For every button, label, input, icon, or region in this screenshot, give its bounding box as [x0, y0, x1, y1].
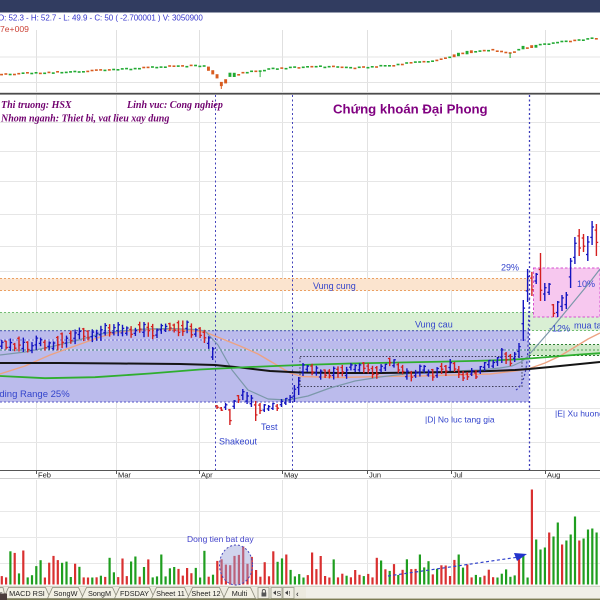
svg-text:mua tai day: mua tai day	[574, 321, 600, 331]
svg-text:SongW: SongW	[54, 589, 78, 598]
svg-text:Aug: Aug	[547, 471, 560, 480]
svg-text:Apr: Apr	[201, 471, 213, 480]
svg-text:FDSDAY: FDSDAY	[120, 589, 149, 598]
svg-text:!: !	[289, 591, 291, 598]
svg-text:Linh vuc: Cong nghiep: Linh vuc: Cong nghiep	[126, 100, 223, 111]
svg-text:May: May	[284, 471, 298, 480]
svg-text:O: 52.3 - H: 52.7 - L: 49.9 -: O: 52.3 - H: 52.7 - L: 49.9 - C: 50 ( -2…	[0, 14, 203, 23]
svg-text:Mar: Mar	[118, 471, 131, 480]
svg-text:Jun: Jun	[369, 471, 381, 480]
svg-text:10%: 10%	[577, 279, 595, 289]
svg-text:|D| No luc tang gia: |D| No luc tang gia	[425, 415, 495, 425]
svg-text:Multi: Multi	[232, 589, 248, 598]
svg-text:|E| Xu huong tang: |E| Xu huong tang	[555, 409, 600, 419]
svg-text:Thi truong: HSX: Thi truong: HSX	[1, 100, 72, 111]
svg-text:Test: Test	[261, 422, 278, 432]
svg-text:MACD RSI: MACD RSI	[9, 589, 45, 598]
svg-text:‹: ‹	[296, 590, 299, 599]
svg-text:Dong tien bat day: Dong tien bat day	[187, 534, 254, 544]
svg-text:Feb: Feb	[38, 471, 51, 480]
svg-text:SongM: SongM	[88, 589, 111, 598]
svg-text:Vung cau: Vung cau	[415, 320, 453, 330]
svg-text:Chứng khoán Đại Phong: Chứng khoán Đại Phong	[333, 102, 488, 117]
svg-text:Vung cung: Vung cung	[313, 281, 356, 291]
svg-text:Shakeout: Shakeout	[219, 437, 258, 447]
svg-text:29%: 29%	[501, 263, 519, 273]
svg-text:7e+009: 7e+009	[0, 24, 29, 34]
svg-text:-12%: -12%	[549, 324, 570, 334]
svg-text:Trading Range 25%: Trading Range 25%	[0, 389, 70, 400]
svg-text:S: S	[277, 591, 282, 598]
svg-text:Sheet 12: Sheet 12	[191, 589, 220, 598]
svg-text:Nhom nganh: Thiet bi, vat lieu: Nhom nganh: Thiet bi, vat lieu xay dung	[0, 114, 169, 125]
svg-text:Sheet 11: Sheet 11	[156, 589, 185, 598]
svg-text:Jul: Jul	[453, 471, 463, 480]
